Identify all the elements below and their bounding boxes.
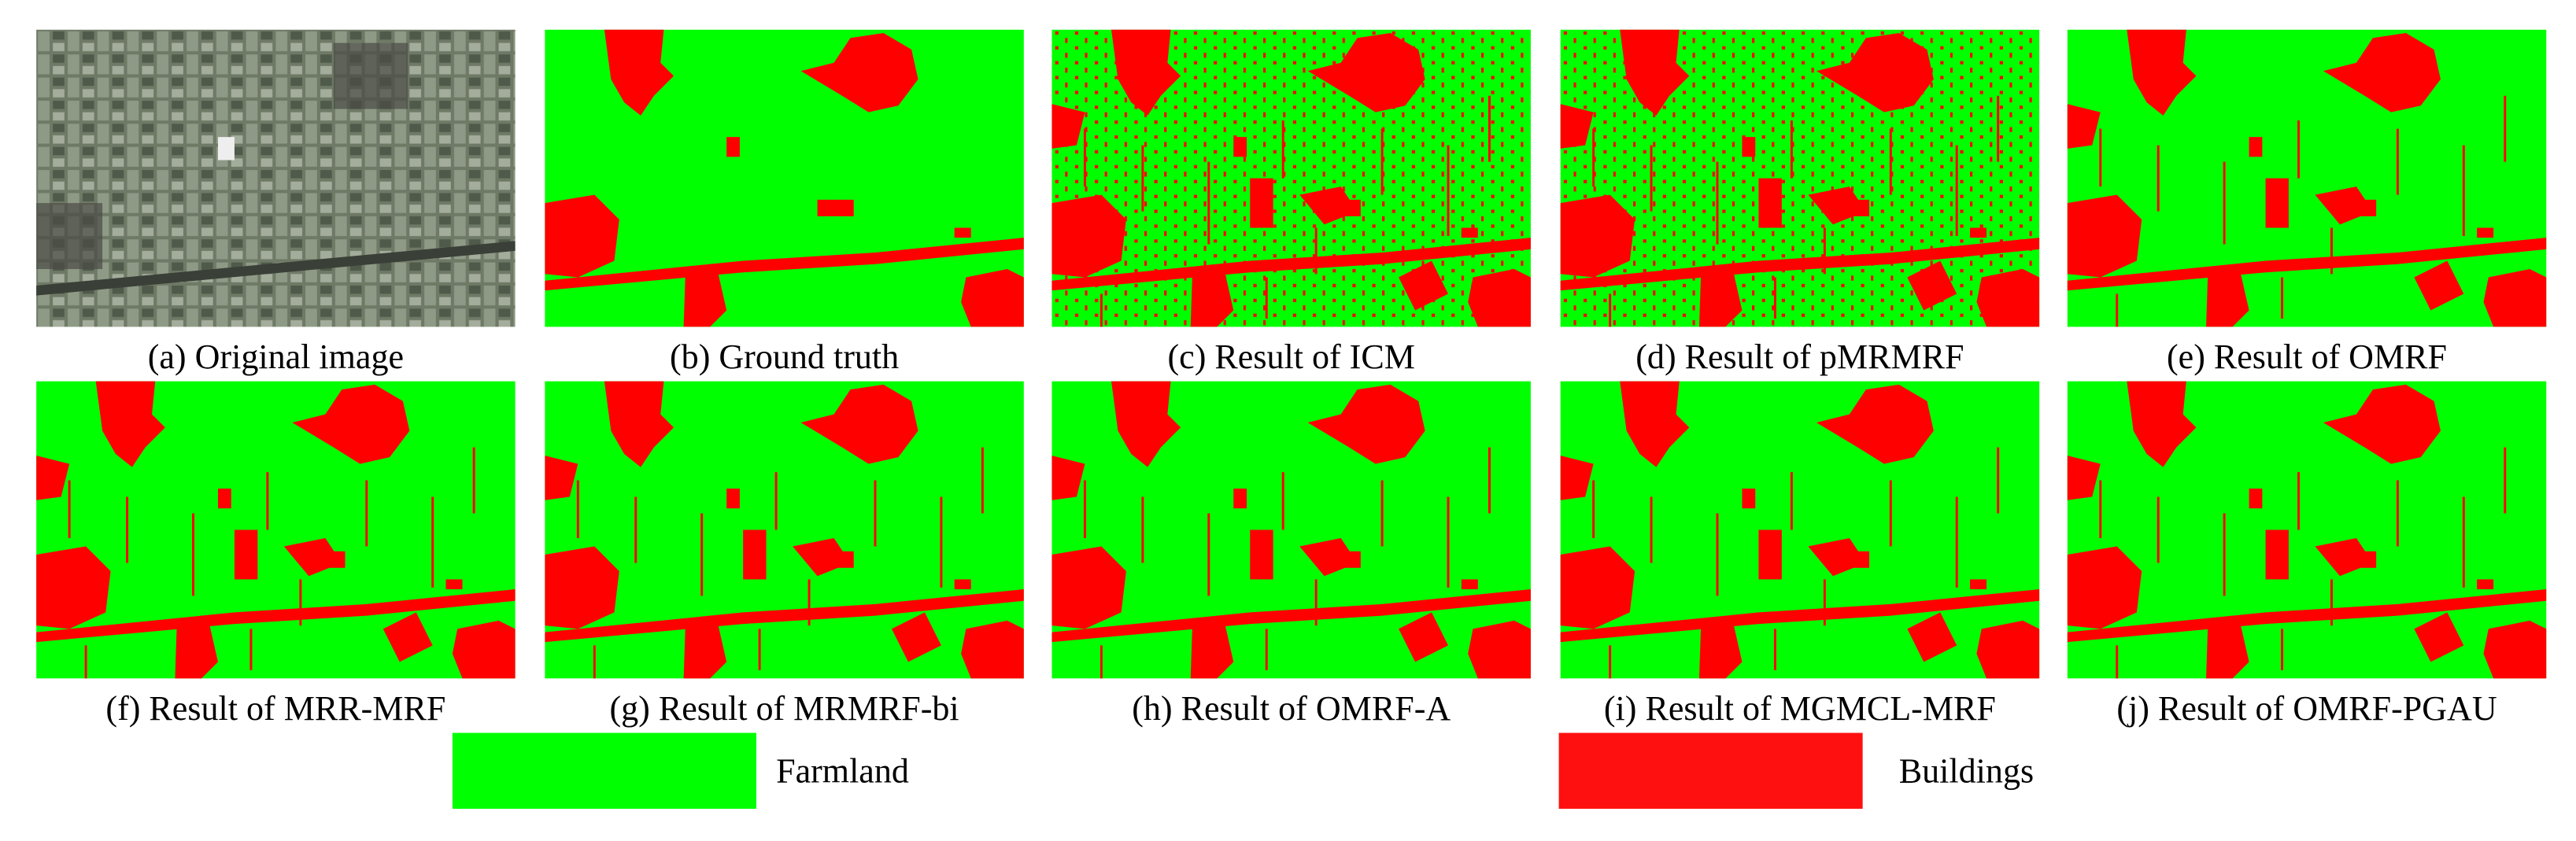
- village: [36, 203, 103, 270]
- caption: (f) Result of MRR-MRF: [105, 689, 445, 728]
- panel: (e) Result of OMRF: [2068, 30, 2546, 376]
- panels: (a) Original image (b) Ground truth (c) Re…: [36, 30, 2546, 728]
- panel: (d) Result of pMRMRF: [1561, 30, 2039, 376]
- legend-label: Buildings: [1899, 752, 2034, 791]
- panel: (a) Original image: [36, 29, 516, 376]
- panel: (j) Result of OMRF-PGAU: [2068, 382, 2546, 728]
- legend: Farmland Buildings: [452, 732, 2034, 810]
- legend-swatch: [452, 732, 756, 810]
- caption: (a) Original image: [148, 338, 404, 376]
- legend-label: Farmland: [776, 752, 909, 791]
- caption: (h) Result of OMRF-A: [1132, 689, 1451, 728]
- caption: (g) Result of MRMRF-bi: [610, 689, 959, 728]
- original-image: [36, 29, 516, 327]
- village: [333, 42, 408, 109]
- panel: (i) Result of MGMCL-MRF: [1561, 382, 2039, 728]
- caption: (b) Ground truth: [670, 338, 899, 376]
- building: [217, 137, 235, 160]
- panel: (h) Result of OMRF-A: [1051, 382, 1530, 728]
- caption: (c) Result of ICM: [1167, 338, 1414, 376]
- caption: (i) Result of MGMCL-MRF: [1604, 689, 1996, 728]
- panel: (b) Ground truth: [545, 29, 1024, 376]
- panel: (c) Result of ICM: [1051, 30, 1530, 376]
- panel: (f) Result of MRR-MRF: [36, 382, 515, 728]
- caption: (d) Result of pMRMRF: [1635, 338, 1964, 376]
- caption: (e) Result of OMRF: [2167, 338, 2447, 376]
- caption: (j) Result of OMRF-PGAU: [2116, 689, 2497, 728]
- legend-swatch: [1558, 732, 1863, 810]
- panel: (g) Result of MRMRF-bi: [545, 382, 1023, 728]
- road: [36, 241, 516, 296]
